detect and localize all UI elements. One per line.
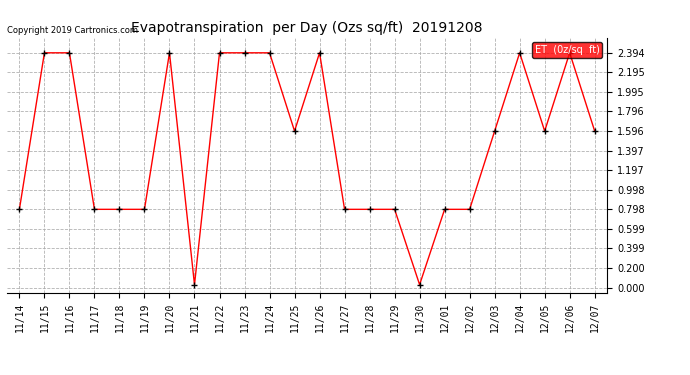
Legend: ET  (0z/sq  ft): ET (0z/sq ft): [531, 42, 602, 58]
Text: Copyright 2019 Cartronics.com: Copyright 2019 Cartronics.com: [7, 26, 138, 35]
Title: Evapotranspiration  per Day (Ozs sq/ft)  20191208: Evapotranspiration per Day (Ozs sq/ft) 2…: [131, 21, 483, 35]
